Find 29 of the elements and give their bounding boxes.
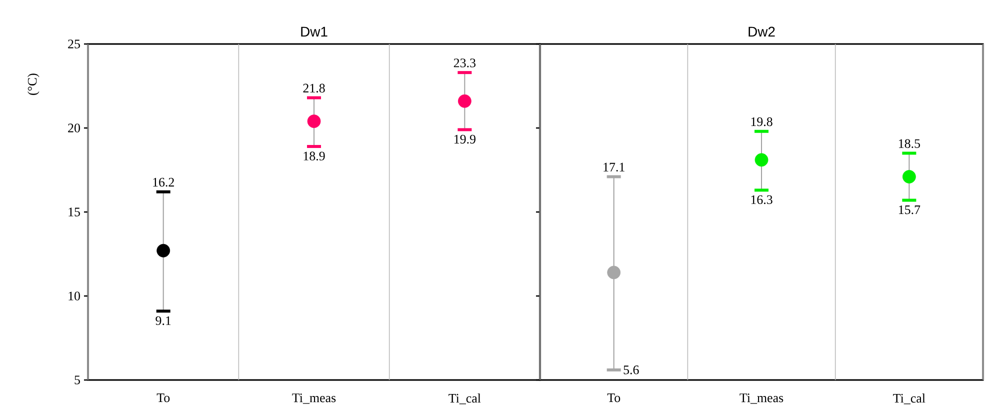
point xyxy=(156,244,170,258)
annotation: 19.9 xyxy=(454,134,476,144)
annotation: 16.3 xyxy=(751,195,772,204)
annotation: 16.2 xyxy=(153,178,174,187)
x-tick-label: To xyxy=(607,394,620,402)
point xyxy=(307,114,321,128)
y-axis-title: (°C) xyxy=(28,74,40,95)
y-tick-label: 10 xyxy=(68,292,80,300)
x-tick-label: Ti_cal xyxy=(448,394,481,404)
y-tick-label: 5 xyxy=(74,376,80,384)
annotation: 18.9 xyxy=(304,152,325,160)
y-tick-label: 15 xyxy=(68,208,80,216)
annotation: 17.1 xyxy=(604,162,624,172)
chart-title: Dw1 xyxy=(301,26,328,36)
annotation: 19.8 xyxy=(751,117,772,126)
annotation: 21.8 xyxy=(303,84,325,93)
chart-title: Dw2 xyxy=(748,26,775,36)
annotation: 18.5 xyxy=(898,139,920,148)
x-tick-label: Ti_cal xyxy=(893,394,926,404)
y-tick-label: 20 xyxy=(68,124,80,132)
x-tick-label: Ti_meas xyxy=(740,394,784,404)
annotation: 5.6 xyxy=(624,366,639,374)
annotation: 15.7 xyxy=(898,205,920,214)
annotation: 23.3 xyxy=(454,58,476,68)
point xyxy=(458,94,472,108)
annotation: 9.1 xyxy=(156,316,171,326)
y-tick-label: 25 xyxy=(68,40,80,48)
x-tick-label: To xyxy=(156,394,170,402)
x-tick-label: Ti_meas xyxy=(292,394,336,404)
